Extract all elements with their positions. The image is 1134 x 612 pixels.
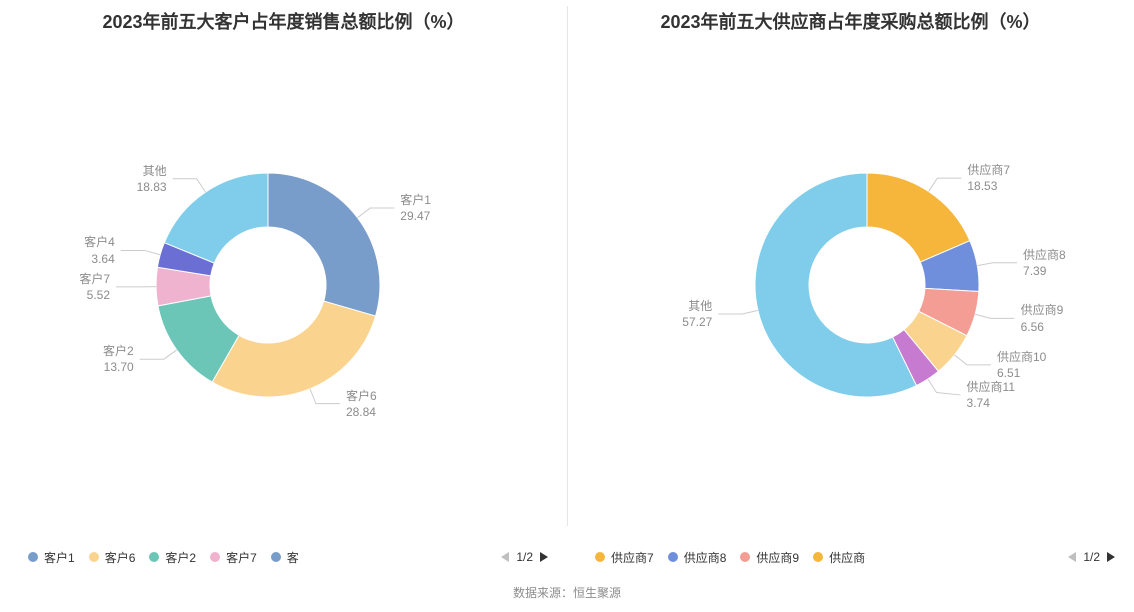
legend-suppliers: 供应商7 供应商8 供应商9 供应商 1/2	[567, 540, 1134, 574]
slice-label-name: 客户7	[20, 271, 110, 287]
legend-label: 供应商	[829, 549, 865, 566]
legend-swatch	[28, 552, 38, 562]
legend-customers: 客户1 客户6 客户2 客户7 客 1/2	[0, 540, 567, 574]
legend-pager: 1/2	[1067, 550, 1116, 564]
legend-label: 供应商9	[756, 549, 799, 566]
slice-label-value: 18.83	[77, 179, 167, 195]
legend-swatch	[89, 552, 99, 562]
slice-label-name: 客户1	[400, 192, 431, 208]
donut-slice[interactable]	[212, 301, 375, 397]
leader-line	[173, 179, 206, 192]
slice-label: 客户129.47	[400, 192, 431, 224]
leader-line	[975, 314, 1014, 318]
chart-panel-customers: 2023年前五大客户占年度销售总额比例（%） 客户129.47客户628.84其…	[0, 0, 567, 574]
slice-label-value: 28.84	[346, 404, 377, 420]
legend-label: 供应商8	[684, 549, 727, 566]
legend-item[interactable]: 客户1	[28, 549, 75, 566]
donut-chart-customers: 客户129.47 客户628.84 其他18.83 客户43.64 客户75.52 客户2…	[0, 60, 567, 540]
legend-item[interactable]: 客户6	[89, 549, 136, 566]
slice-label-value: 3.64	[25, 251, 115, 267]
legend-label: 客户1	[44, 549, 75, 566]
chart-area-suppliers: 供应商718.53 供应商87.39 供应商96.56 供应商106.51供应商113…	[567, 60, 1134, 540]
slice-label-value: 3.74	[967, 395, 1015, 411]
leader-line	[977, 263, 1017, 266]
slice-label: 供应商113.74	[967, 379, 1015, 411]
slice-label: 供应商106.51	[997, 349, 1046, 381]
dashboard-container: 2023年前五大客户占年度销售总额比例（%） 客户129.47客户628.84其…	[0, 0, 1134, 612]
slice-label-name: 其他	[77, 163, 167, 179]
charts-row: 2023年前五大客户占年度销售总额比例（%） 客户129.47客户628.84其…	[0, 0, 1134, 574]
pager-page-label: 1/2	[1083, 550, 1100, 564]
legend-item[interactable]: 客户2	[149, 549, 196, 566]
chart-area-customers: 客户129.47 客户628.84 其他18.83 客户43.64 客户75.52 客户2…	[0, 60, 567, 540]
legend-label: 客	[287, 549, 299, 566]
chart-title: 2023年前五大客户占年度销售总额比例（%）	[0, 10, 567, 60]
slice-label-name: 供应商7	[967, 162, 1010, 178]
leader-line	[310, 389, 340, 404]
slice-label: 供应商96.56	[1021, 302, 1064, 334]
slice-label: 供应商87.39	[1023, 247, 1066, 279]
slice-label-value: 6.56	[1021, 319, 1064, 335]
legend-label: 客户7	[226, 549, 257, 566]
slice-label: 客户43.64	[25, 234, 115, 266]
slice-label-value: 13.70	[44, 359, 134, 375]
pager-next-icon[interactable]	[1106, 551, 1116, 563]
pager-prev-icon[interactable]	[500, 551, 510, 563]
slice-label-value: 18.53	[967, 178, 1010, 194]
leader-line	[121, 250, 160, 254]
slice-label-name: 供应商8	[1023, 247, 1066, 263]
legend-item[interactable]: 客户7	[210, 549, 257, 566]
legend-swatch	[149, 552, 159, 562]
leader-line	[358, 208, 395, 218]
legend-label: 客户6	[105, 549, 136, 566]
pager-page-label: 1/2	[516, 550, 533, 564]
slice-label: 供应商718.53	[967, 162, 1010, 194]
slice-label-name: 客户2	[44, 343, 134, 359]
slice-label-name: 客户4	[25, 234, 115, 250]
chart-panel-suppliers: 2023年前五大供应商占年度采购总额比例（%） 供应商718.53供应商87.3…	[567, 0, 1134, 574]
slice-label-name: 客户6	[346, 388, 377, 404]
legend-swatch	[595, 552, 605, 562]
legend-swatch	[813, 552, 823, 562]
slice-label: 其他57.27	[622, 298, 712, 330]
leader-line	[140, 350, 177, 359]
legend-pager: 1/2	[500, 550, 549, 564]
slice-label-name: 供应商9	[1021, 302, 1064, 318]
donut-slice[interactable]	[268, 173, 380, 316]
leader-line	[928, 379, 961, 395]
slice-label-name: 其他	[622, 298, 712, 314]
pager-next-icon[interactable]	[539, 551, 549, 563]
slice-label-name: 供应商11	[967, 379, 1015, 395]
slice-label-name: 供应商10	[997, 349, 1046, 365]
pager-prev-icon[interactable]	[1067, 551, 1077, 563]
legend-item[interactable]: 供应商8	[668, 549, 727, 566]
leader-line	[718, 310, 758, 314]
legend-item[interactable]: 供应商7	[595, 549, 654, 566]
legend-swatch	[210, 552, 220, 562]
legend-item[interactable]: 客	[271, 549, 299, 566]
chart-title: 2023年前五大供应商占年度采购总额比例（%）	[567, 10, 1134, 60]
legend-item[interactable]: 供应商9	[740, 549, 799, 566]
legend-swatch	[271, 552, 281, 562]
slice-label-value: 7.39	[1023, 263, 1066, 279]
slice-label-value: 5.52	[20, 287, 110, 303]
legend-item[interactable]: 供应商	[813, 549, 865, 566]
slice-label: 客户213.70	[44, 343, 134, 375]
legend-swatch	[740, 552, 750, 562]
donut-chart-suppliers: 供应商718.53 供应商87.39 供应商96.56 供应商106.51供应商113…	[567, 60, 1134, 540]
slice-label-value: 29.47	[400, 208, 431, 224]
data-source-label: 数据来源：恒生聚源	[0, 574, 1134, 612]
legend-label: 供应商7	[611, 549, 654, 566]
leader-line	[929, 178, 962, 191]
legend-swatch	[668, 552, 678, 562]
slice-label: 客户75.52	[20, 271, 110, 303]
slice-label: 客户628.84	[346, 388, 377, 420]
leader-line	[954, 355, 990, 365]
slice-label-value: 57.27	[622, 314, 712, 330]
slice-label: 其他18.83	[77, 163, 167, 195]
legend-label: 客户2	[165, 549, 196, 566]
